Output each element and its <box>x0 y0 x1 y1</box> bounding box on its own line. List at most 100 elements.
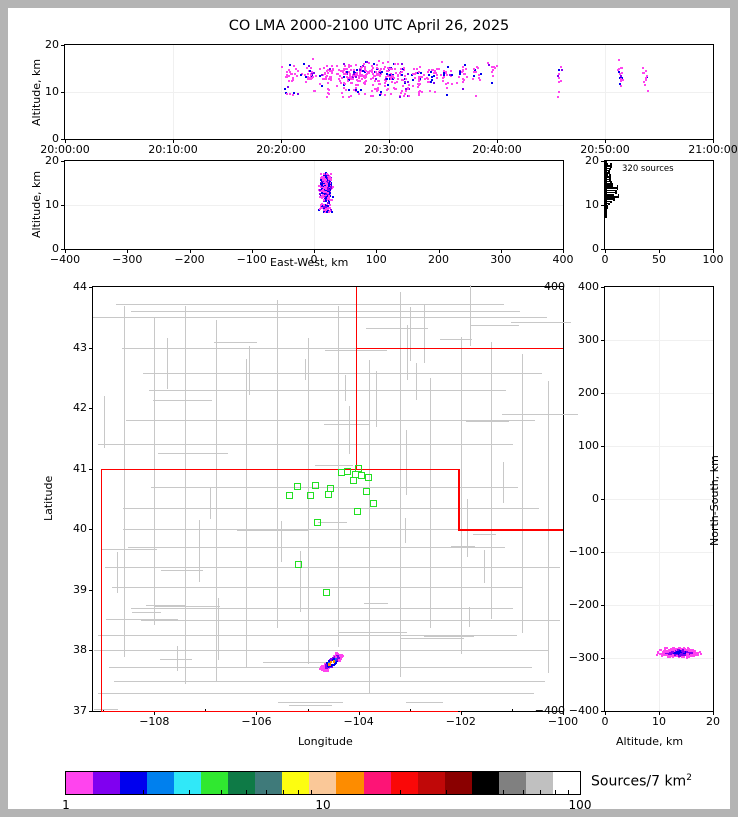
source-point <box>691 651 694 655</box>
source-density-pixel <box>334 658 337 661</box>
source-point <box>371 65 374 68</box>
source-point <box>673 650 676 653</box>
source-point <box>362 76 365 79</box>
histogram-xtick: 50 <box>652 253 666 266</box>
county-boundary <box>345 375 347 401</box>
source-point <box>559 79 562 82</box>
county-boundary <box>104 566 560 568</box>
source-point <box>392 76 395 79</box>
source-point <box>643 71 646 74</box>
source-point <box>685 656 688 659</box>
lma-station-marker <box>324 490 332 498</box>
source-point <box>324 193 327 196</box>
state-border-oklahoma-west <box>459 711 462 713</box>
source-point <box>444 70 447 73</box>
source-point <box>445 94 448 97</box>
altitude-histogram-panel[interactable] <box>604 160 714 250</box>
source-point <box>418 93 421 96</box>
source-point <box>375 68 378 71</box>
source-point <box>327 188 330 191</box>
source-point <box>348 95 351 98</box>
source-point <box>360 78 363 81</box>
histogram-bar <box>605 180 611 183</box>
source-point <box>663 650 666 654</box>
source-density-colorbar[interactable] <box>65 771 581 795</box>
source-point <box>389 74 392 77</box>
source-point <box>326 205 329 208</box>
source-point <box>321 189 324 192</box>
source-point <box>339 81 342 84</box>
source-density-pixel <box>332 663 336 666</box>
gridline <box>659 287 660 711</box>
source-point <box>413 67 416 70</box>
source-point <box>312 71 315 74</box>
source-point <box>319 68 322 71</box>
axis-tick <box>601 711 605 712</box>
colorbar-minor-tick <box>568 790 570 795</box>
source-point <box>312 58 315 61</box>
source-point <box>326 181 329 184</box>
source-point <box>474 95 477 98</box>
source-point <box>389 72 392 75</box>
source-point <box>326 96 329 99</box>
source-point <box>683 653 686 656</box>
county-boundary <box>365 328 429 330</box>
source-point <box>325 65 328 68</box>
source-point <box>436 73 439 76</box>
county-boundary <box>467 498 469 557</box>
source-point <box>352 77 355 80</box>
source-point <box>424 78 427 80</box>
axis-tick <box>127 249 129 253</box>
source-point <box>446 65 449 68</box>
source-point <box>355 88 357 91</box>
source-point <box>292 65 295 68</box>
source-point <box>319 82 322 85</box>
source-point <box>382 61 385 64</box>
source-point <box>374 88 377 91</box>
source-point <box>326 188 329 191</box>
county-boundary <box>315 464 354 466</box>
histogram-ytick: 0 <box>592 242 599 255</box>
source-point <box>559 66 562 69</box>
source-point <box>350 95 353 98</box>
source-density-pixel <box>328 659 331 663</box>
source-density-pixel <box>339 657 343 661</box>
source-point <box>317 208 320 211</box>
axis-tick <box>563 249 564 253</box>
axis-tick <box>314 249 315 253</box>
source-point <box>435 76 438 79</box>
plan-view-map-panel[interactable] <box>92 286 564 712</box>
county-boundary <box>460 337 462 654</box>
source-point <box>383 84 386 87</box>
county-boundary <box>466 420 510 422</box>
source-point <box>382 68 385 71</box>
colorbar-minor-tick <box>283 790 285 795</box>
source-point <box>358 93 361 96</box>
source-point <box>379 71 382 74</box>
source-point <box>325 177 328 179</box>
source-point <box>328 70 331 73</box>
source-point <box>663 649 666 652</box>
source-point <box>293 92 296 95</box>
source-point <box>386 67 389 70</box>
source-point <box>378 82 381 85</box>
source-point <box>359 71 362 74</box>
gridline <box>497 45 498 139</box>
source-point <box>364 73 367 76</box>
county-boundary <box>364 602 389 604</box>
source-point <box>328 203 331 206</box>
source-density-pixel <box>319 667 323 671</box>
axis-tick <box>61 249 65 250</box>
source-point <box>324 182 327 185</box>
map-ytick: 41 <box>73 461 87 475</box>
source-point <box>693 654 697 657</box>
county-boundary <box>150 486 519 488</box>
source-point <box>329 76 332 79</box>
source-point <box>300 73 303 76</box>
source-point <box>331 72 334 75</box>
source-point <box>390 81 393 84</box>
source-point <box>418 76 421 79</box>
source-point <box>328 195 331 198</box>
source-point <box>385 78 388 81</box>
source-point <box>364 83 367 86</box>
